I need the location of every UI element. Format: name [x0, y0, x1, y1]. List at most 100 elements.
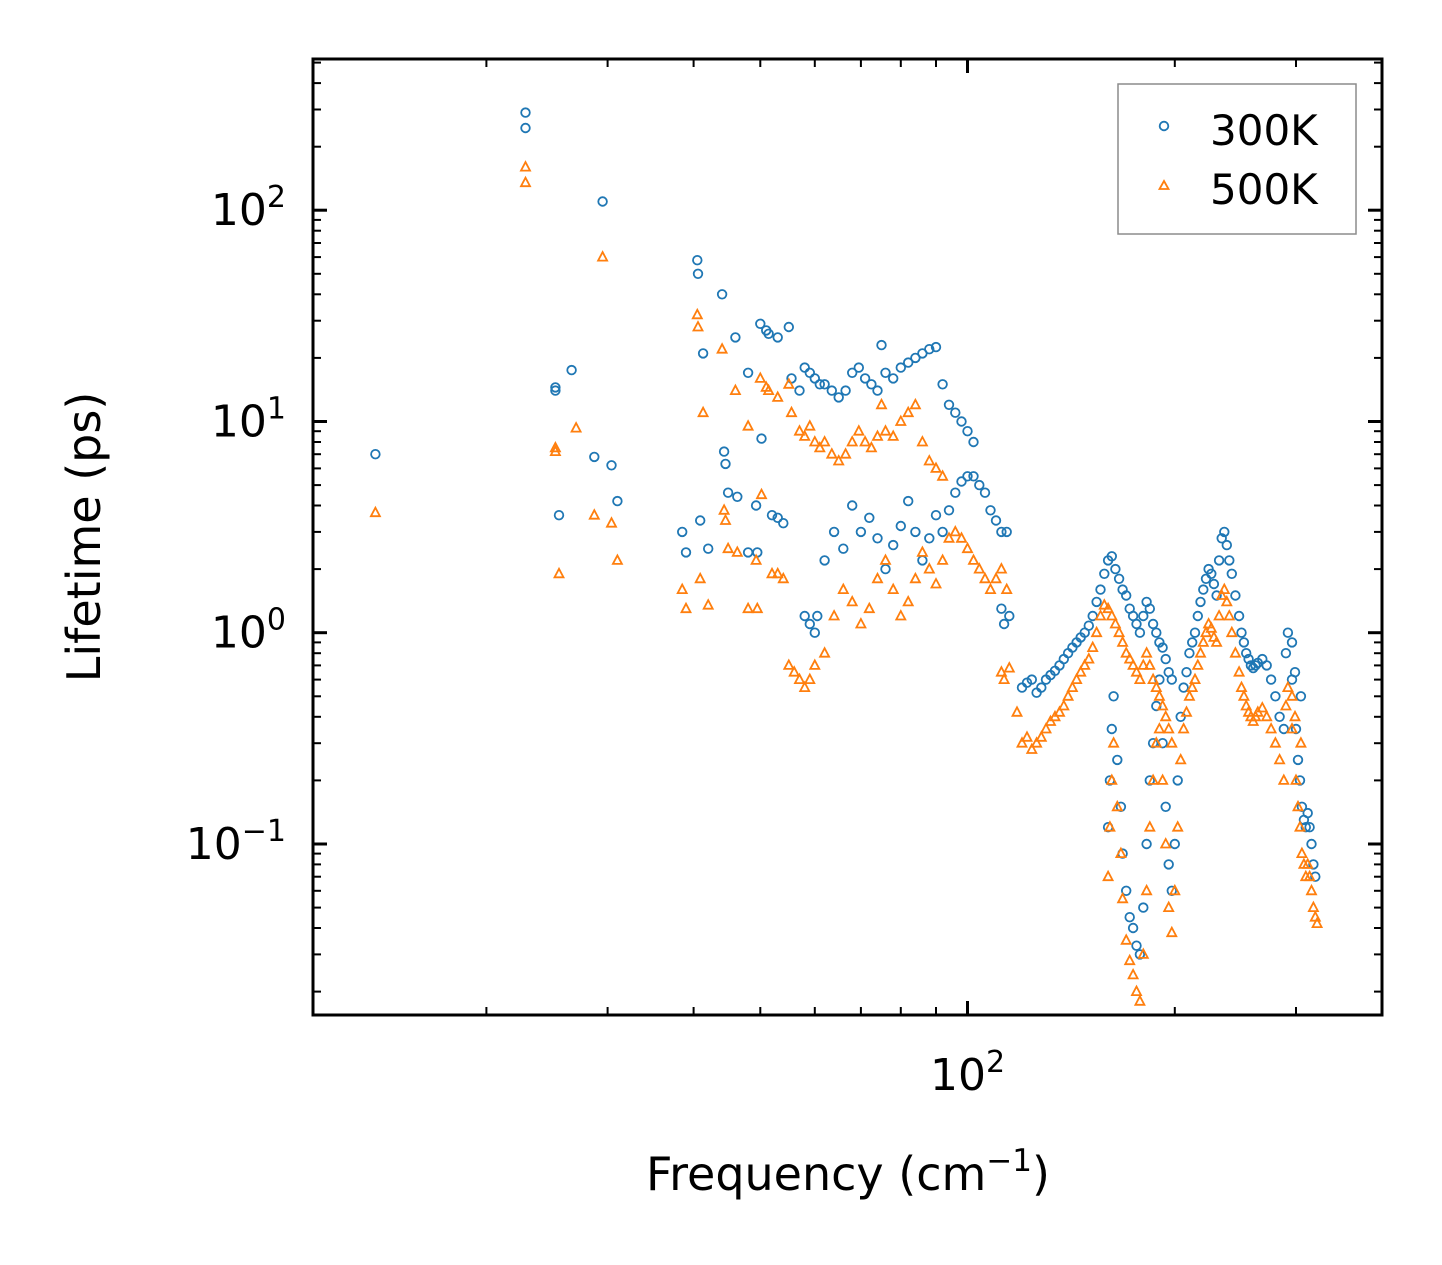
point-300k-216	[1286, 637, 1298, 648]
point-500k-156	[1153, 722, 1166, 734]
point-300k-65	[962, 426, 973, 437]
point-300k-90	[962, 471, 973, 482]
point-300k-91	[968, 471, 979, 482]
point-500k-153	[1143, 820, 1156, 832]
point-300k-29	[756, 433, 767, 444]
y-tick-label: 100	[211, 603, 286, 659]
point-500k-130	[1140, 646, 1153, 658]
point-500k-161	[1168, 883, 1181, 896]
point-500k-36	[782, 377, 795, 389]
point-500k-44	[825, 447, 838, 459]
point-500k-90	[979, 571, 991, 584]
point-300k-180	[1216, 533, 1227, 544]
x-tick-label: 102	[930, 1045, 1005, 1101]
point-300k-62	[943, 399, 955, 411]
point-500k-47	[846, 435, 859, 447]
point-500k-110	[1066, 680, 1079, 692]
point-300k-190	[1243, 653, 1254, 665]
point-300k-212	[1306, 838, 1317, 850]
point-300k-20	[720, 458, 731, 470]
point-300k-202	[1282, 627, 1294, 638]
point-300k-95	[990, 515, 1002, 526]
point-500k-133	[1150, 680, 1163, 692]
point-300k-19	[718, 446, 730, 457]
point-500k-76	[887, 582, 900, 594]
point-500k-162	[1171, 820, 1184, 832]
point-500k-194	[1260, 709, 1273, 722]
point-500k-115	[1086, 640, 1099, 652]
point-500k-138	[1165, 736, 1178, 748]
point-500k-13	[691, 307, 704, 320]
point-500k-166	[1183, 689, 1196, 701]
point-500k-111	[1070, 672, 1083, 684]
point-500k-154	[1147, 773, 1160, 785]
point-500k-131	[1143, 658, 1156, 670]
point-500k-86	[955, 531, 968, 543]
point-500k-177	[1213, 609, 1226, 621]
point-300k-34	[772, 512, 783, 524]
point-500k-159	[1162, 900, 1175, 912]
point-500k-103	[1035, 730, 1048, 742]
point-500k-21	[722, 541, 735, 554]
point-500k-73	[863, 601, 876, 614]
point-500k-196	[1269, 736, 1282, 748]
point-500k-193	[1256, 701, 1269, 713]
point-300k-24	[742, 367, 754, 379]
point-300k-13	[692, 255, 703, 266]
point-300k-193	[1250, 660, 1261, 671]
point-300k-196	[1261, 660, 1272, 671]
point-300k-153	[1138, 902, 1149, 913]
point-500k-99	[1016, 736, 1028, 748]
point-300k-31	[763, 328, 774, 340]
point-300k-68	[804, 618, 816, 630]
point-300k-18	[716, 289, 728, 300]
point-300k-150	[1127, 922, 1139, 934]
legend-label-300k: 300K	[1210, 106, 1319, 155]
point-500k-14	[692, 320, 704, 332]
point-500k-183	[1229, 646, 1242, 658]
point-300k-5	[553, 510, 565, 521]
point-300k-184	[1226, 568, 1238, 580]
point-500k-125	[1123, 652, 1136, 664]
point-500k-42	[813, 440, 826, 453]
point-500k-33	[771, 390, 784, 402]
point-500k-120	[1105, 609, 1118, 621]
point-300k-171	[1192, 610, 1204, 622]
point-500k-65	[798, 680, 811, 692]
point-500k-64	[793, 672, 806, 684]
point-300k-89	[956, 476, 967, 487]
point-500k-109	[1062, 689, 1075, 701]
point-300k-84	[924, 533, 935, 544]
point-300k-38	[794, 385, 805, 396]
point-500k-58	[916, 435, 929, 447]
point-300k-160	[1160, 801, 1171, 813]
point-500k-201	[1286, 722, 1298, 734]
point-500k-8	[596, 250, 609, 262]
point-300k-16	[697, 348, 709, 359]
point-500k-155	[1150, 736, 1163, 748]
point-300k-44	[826, 385, 838, 396]
point-300k-179	[1213, 555, 1225, 566]
point-500k-202	[1290, 773, 1302, 785]
point-300k-164	[1172, 775, 1183, 786]
y-tick-label: 10−1	[186, 814, 286, 870]
point-500k-83	[936, 553, 949, 565]
point-500k-20	[719, 513, 732, 525]
point-300k-3	[550, 382, 561, 393]
point-300k-124	[1113, 573, 1125, 585]
point-300k-205	[1292, 754, 1304, 766]
point-300k-118	[1091, 596, 1102, 608]
point-500k-24	[742, 419, 755, 431]
point-500k-200	[1281, 680, 1294, 692]
point-300k-123	[1110, 563, 1121, 575]
point-500k-215	[1286, 689, 1298, 701]
point-300k-69	[809, 627, 821, 638]
point-500k-113	[1078, 658, 1091, 670]
point-500k-160	[1165, 925, 1178, 938]
point-300k-103	[1026, 674, 1038, 685]
point-500k-10	[611, 553, 624, 565]
point-500k-0	[369, 505, 382, 518]
point-500k-81	[923, 562, 936, 574]
point-500k-199	[1279, 699, 1292, 711]
point-500k-119	[1102, 601, 1115, 614]
